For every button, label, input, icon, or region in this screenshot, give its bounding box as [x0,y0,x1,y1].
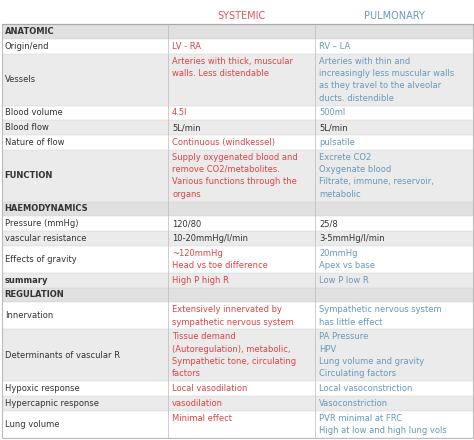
Text: vasodilation: vasodilation [172,399,223,408]
Text: Extensively innervated by: Extensively innervated by [172,305,282,314]
Text: Innervation: Innervation [5,312,53,320]
Text: has little effect: has little effect [319,318,383,326]
Text: SYSTEMIC: SYSTEMIC [218,11,266,21]
Text: vascular resistance: vascular resistance [5,234,86,243]
Text: organs: organs [172,190,201,199]
Text: RV – LA: RV – LA [319,42,350,51]
Text: Origin/end: Origin/end [5,42,49,51]
Text: Hypoxic response: Hypoxic response [5,384,80,393]
Text: FUNCTION: FUNCTION [5,171,53,180]
Text: PULMONARY: PULMONARY [364,11,425,21]
Text: Minimal effect: Minimal effect [172,414,232,422]
Text: Blood volume: Blood volume [5,108,63,117]
Bar [2,135,473,150]
Text: REGULATION: REGULATION [5,290,64,300]
Bar [2,231,473,246]
Bar [2,54,473,106]
Text: Various functions through the: Various functions through the [172,177,297,186]
Text: Head vs toe difference: Head vs toe difference [172,261,268,270]
Bar [2,216,473,231]
Bar [2,39,473,54]
Text: HAEMODYNAMICS: HAEMODYNAMICS [5,205,88,213]
Text: pulsatile: pulsatile [319,138,355,147]
Bar [2,150,473,202]
Text: Excrete CO2: Excrete CO2 [319,153,371,161]
Bar [2,396,473,411]
Text: Circulating factors: Circulating factors [319,369,396,378]
Text: Supply oxygenated blood and: Supply oxygenated blood and [172,153,298,161]
Text: 20mmHg: 20mmHg [319,249,357,257]
Text: Tissue demand: Tissue demand [172,332,236,341]
Text: Arteries with thick, muscular: Arteries with thick, muscular [172,56,293,66]
Text: Local vasodilation: Local vasodilation [172,384,247,393]
Text: Low P low R: Low P low R [319,276,369,285]
Bar [2,411,473,438]
Text: Lung volume and gravity: Lung volume and gravity [319,357,424,366]
Bar [2,120,473,135]
Text: as they travel to the alveolar: as they travel to the alveolar [319,81,441,90]
Text: 5L/min: 5L/min [172,123,201,132]
Text: PVR minimal at FRC: PVR minimal at FRC [319,414,402,422]
Text: 25/8: 25/8 [319,219,338,228]
Text: Apex vs base: Apex vs base [319,261,375,270]
Text: Effects of gravity: Effects of gravity [5,255,76,264]
Text: increasingly less muscular walls: increasingly less muscular walls [319,69,454,78]
Text: High at low and high lung vols: High at low and high lung vols [319,426,447,435]
Text: ducts. distendible: ducts. distendible [319,94,394,103]
Bar [2,24,473,39]
Text: LV - RA: LV - RA [172,42,201,51]
Text: HPV: HPV [319,345,336,354]
Text: Sympathetic tone, circulating: Sympathetic tone, circulating [172,357,296,366]
Text: Lung volume: Lung volume [5,420,59,429]
Bar [2,381,473,396]
Text: PA Pressure: PA Pressure [319,332,368,341]
Text: 3-5mmHg/l/min: 3-5mmHg/l/min [319,234,384,243]
Text: ANATOMIC: ANATOMIC [5,27,55,36]
Text: 4.5l: 4.5l [172,108,188,117]
Text: Local vasoconstriction: Local vasoconstriction [319,384,412,393]
Text: Oxygenate blood: Oxygenate blood [319,165,391,174]
Text: 10-20mmHg/l/min: 10-20mmHg/l/min [172,234,248,243]
Text: Determinants of vascular R: Determinants of vascular R [5,351,120,360]
Text: Vasoconstriction: Vasoconstriction [319,399,388,408]
Bar [2,288,473,302]
Text: Blood flow: Blood flow [5,123,49,132]
Bar [2,106,473,120]
Text: summary: summary [5,276,48,285]
Text: (Autoregulation), metabolic,: (Autoregulation), metabolic, [172,345,291,354]
Text: Continuous (windkessel): Continuous (windkessel) [172,138,275,147]
Bar [2,273,473,288]
Text: 5L/min: 5L/min [319,123,347,132]
Text: Arteries with thin and: Arteries with thin and [319,56,410,66]
Text: metabolic: metabolic [319,190,361,199]
Bar [2,302,473,330]
Text: 120/80: 120/80 [172,219,201,228]
Text: Hypercapnic response: Hypercapnic response [5,399,99,408]
Text: sympathetic nervous system: sympathetic nervous system [172,318,294,326]
Text: factors: factors [172,369,201,378]
Text: remove CO2/metabolites.: remove CO2/metabolites. [172,165,280,174]
Text: Filtrate, immune, reservoir,: Filtrate, immune, reservoir, [319,177,434,186]
Text: Vessels: Vessels [5,75,36,84]
Bar [2,202,473,216]
Text: ~120mmHg: ~120mmHg [172,249,223,257]
Text: High P high R: High P high R [172,276,229,285]
Text: 500ml: 500ml [319,108,345,117]
Bar [2,330,473,381]
Bar [2,246,473,273]
Text: Nature of flow: Nature of flow [5,138,64,147]
Text: walls. Less distendable: walls. Less distendable [172,69,269,78]
Text: Pressure (mmHg): Pressure (mmHg) [5,219,78,228]
Text: Sympathetic nervous system: Sympathetic nervous system [319,305,442,314]
